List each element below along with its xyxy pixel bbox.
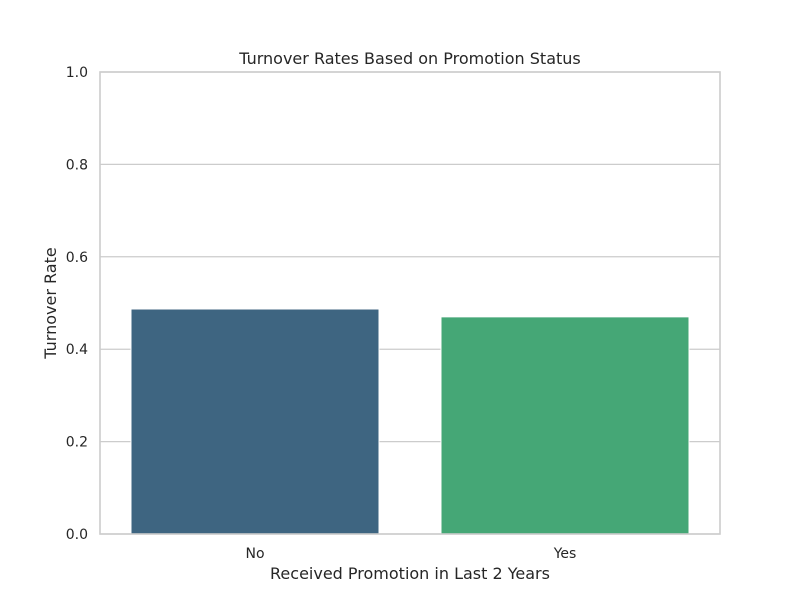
chart-title: Turnover Rates Based on Promotion Status xyxy=(238,49,581,68)
plot-frame xyxy=(99,71,721,535)
x-tick-labels: No Yes xyxy=(245,546,576,562)
y-tick-labels: 0.0 0.2 0.4 0.6 0.8 1.0 xyxy=(66,65,88,543)
y-tick-label: 1.0 xyxy=(66,65,88,81)
x-axis-label: Received Promotion in Last 2 Years xyxy=(270,564,550,583)
bar-yes xyxy=(440,316,690,535)
bar-no xyxy=(130,308,380,535)
y-tick-label: 0.8 xyxy=(66,157,88,173)
y-tick-label: 0.4 xyxy=(66,342,88,358)
x-tick-label: Yes xyxy=(553,546,577,562)
bars-layer xyxy=(130,308,690,535)
y-axis-label: Turnover Rate xyxy=(41,247,60,359)
y-tick-label: 0.6 xyxy=(66,250,88,266)
x-tick-label: No xyxy=(245,546,264,562)
y-tick-label: 0.2 xyxy=(66,435,88,451)
y-tick-label: 0.0 xyxy=(66,527,88,543)
